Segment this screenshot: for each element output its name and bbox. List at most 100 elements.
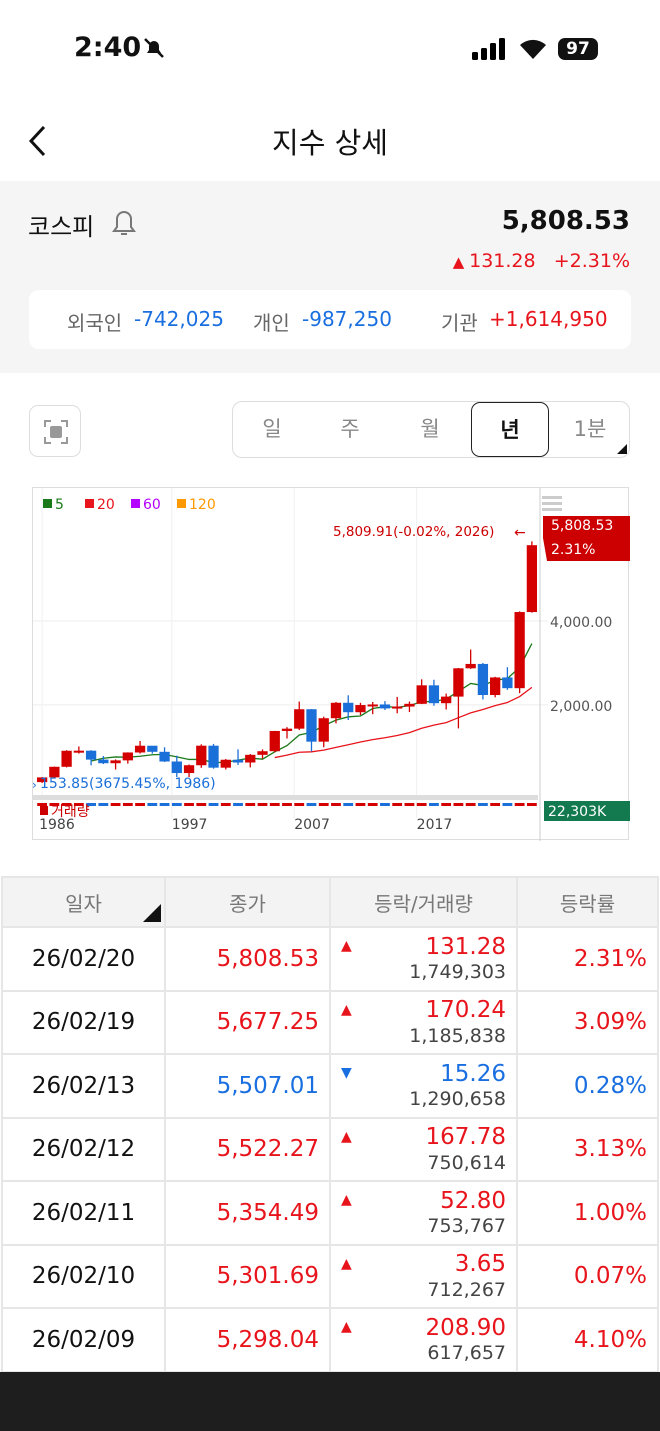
volume-bar — [343, 803, 354, 806]
row-close: 5,354.49 — [164, 1180, 331, 1246]
x-tick-label: 2007 — [294, 817, 330, 833]
volume-label: 거래량 — [51, 804, 90, 820]
volume-bar — [416, 803, 427, 806]
current-price: 5,808.53 — [551, 518, 613, 534]
row-date: 26/02/12 — [1, 1116, 166, 1182]
candle-body — [441, 696, 452, 704]
chart-svg[interactable]: 2,000.00 4,000.00 1986 1997 2007 2017 5 20 60 120… — [32, 488, 630, 841]
sort-corner-icon — [143, 904, 161, 922]
volume-value: 22,303K — [548, 804, 607, 820]
period-minute[interactable]: 1분 — [573, 417, 607, 441]
x-tick-label: 2017 — [417, 817, 453, 833]
capture-icon — [44, 420, 68, 444]
row-change-value: 3.65 — [454, 1251, 506, 1278]
investor-flows: 외국인 -742,025 개인 -987,250 기관 +1,614,950 — [29, 290, 631, 349]
down-triangle-icon: ▼ — [341, 1065, 352, 1081]
up-triangle-icon: ▲ — [341, 1319, 352, 1335]
volume-bar — [441, 803, 452, 806]
period-month[interactable]: 월 — [420, 417, 440, 441]
table-row[interactable]: 26/02/12 5,522.27 ▲ 167.78 750,614 3.13% — [1, 1116, 659, 1182]
up-triangle-icon: ▲ — [341, 1128, 352, 1145]
current-pct: 2.31% — [551, 542, 595, 558]
table-row[interactable]: 26/02/09 5,298.04 ▲ 208.90 617,657 4.10% — [1, 1307, 659, 1373]
candle-body — [220, 759, 231, 768]
row-change-value: 131.28 — [425, 933, 506, 960]
period-selector: 일 주 월 년 1분 — [232, 401, 630, 458]
table-row[interactable]: 26/02/10 5,301.69 ▲ 3.65 712,267 0.07% — [1, 1243, 659, 1309]
row-volume: 617,657 — [427, 1342, 506, 1365]
volume-bar — [147, 803, 158, 806]
row-change-value: 208.90 — [425, 1314, 506, 1341]
row-change-value: 52.80 — [440, 1187, 506, 1214]
up-triangle-icon: ▲ — [341, 1001, 352, 1018]
candle-body — [171, 761, 182, 774]
volume-bar — [478, 803, 488, 806]
table-row[interactable]: 26/02/11 5,354.49 ▲ 52.80 753,767 1.00% — [1, 1180, 659, 1246]
candle-body — [453, 668, 464, 697]
up-triangle-icon: ▲ — [452, 253, 470, 271]
legend-swatch — [43, 499, 52, 508]
candle-body — [502, 677, 513, 689]
legend-label: 20 — [97, 497, 115, 513]
candle-body — [330, 702, 342, 719]
candle-body — [134, 745, 146, 753]
candle-body — [281, 728, 293, 731]
volume-bar — [98, 803, 109, 806]
row-change-value: 170.24 — [425, 997, 506, 1024]
candle-body — [306, 709, 317, 742]
wifi-icon — [520, 39, 546, 59]
candle-body — [428, 685, 440, 704]
candle-body — [379, 704, 391, 709]
candle-body — [404, 703, 415, 707]
candle-body — [490, 677, 501, 696]
page-title: 지수 상세 — [272, 126, 388, 160]
row-rate: 2.31% — [516, 926, 659, 992]
candle-body — [147, 745, 158, 752]
up-triangle-icon: ▲ — [341, 1255, 352, 1272]
legend-label: 5 — [55, 497, 64, 513]
candle-body — [318, 718, 329, 742]
volume-bar — [49, 803, 60, 806]
candle-body — [257, 751, 268, 755]
volume-bar — [429, 803, 439, 806]
row-date: 26/02/20 — [1, 926, 166, 992]
status-time: 2:40 — [74, 32, 142, 63]
signal-icon — [472, 38, 505, 60]
volume-bar — [257, 803, 268, 806]
volume-bar — [233, 803, 243, 806]
table-row[interactable]: 26/02/20 5,808.53 ▲ 131.28 1,749,303 2.31% — [1, 926, 659, 992]
arrow-left-icon: ← — [514, 525, 526, 541]
candle-body — [514, 612, 525, 689]
volume-bar — [367, 803, 378, 806]
back-button[interactable] — [26, 124, 50, 158]
daily-table: 일자 종가 등락/거래량 등락률 26/02/20 5,808.53 ▲ 131.… — [1, 876, 659, 1373]
period-year[interactable]: 년 — [471, 402, 549, 457]
row-close: 5,677.25 — [164, 989, 331, 1055]
volume-bar — [331, 803, 341, 806]
volume-bar — [514, 803, 525, 806]
volume-bar — [220, 803, 231, 806]
volume-bar — [392, 803, 403, 806]
table-row[interactable]: 26/02/13 5,507.01 ▼ 15.26 1,290,658 0.28% — [1, 1053, 659, 1119]
col-date[interactable]: 일자 — [1, 876, 166, 928]
table-row[interactable]: 26/02/19 5,677.25 ▲ 170.24 1,185,838 3.09% — [1, 989, 659, 1055]
row-rate: 3.09% — [516, 989, 659, 1055]
volume-bar — [110, 803, 121, 806]
battery-indicator: 97 — [558, 38, 598, 60]
row-rate: 1.00% — [516, 1180, 659, 1246]
period-day[interactable]: 일 — [262, 417, 282, 441]
high-annotation: 5,809.91(-0.02%, 2026) — [333, 524, 494, 540]
candle-body — [85, 750, 97, 760]
candle-body — [208, 745, 219, 768]
period-week[interactable]: 주 — [340, 417, 360, 441]
current-price-tag — [543, 516, 630, 561]
candle-body — [49, 766, 60, 778]
menu-icon — [542, 502, 562, 505]
investor-label: 외국인 — [67, 311, 123, 335]
bell-icon[interactable] — [108, 206, 140, 240]
volume-bar — [73, 803, 84, 806]
capture-button[interactable] — [29, 405, 81, 457]
volume-bar — [245, 803, 256, 806]
candlestick-chart[interactable]: 2,000.00 4,000.00 1986 1997 2007 2017 5 20 60 120… — [32, 487, 630, 841]
candle-body — [232, 759, 244, 763]
